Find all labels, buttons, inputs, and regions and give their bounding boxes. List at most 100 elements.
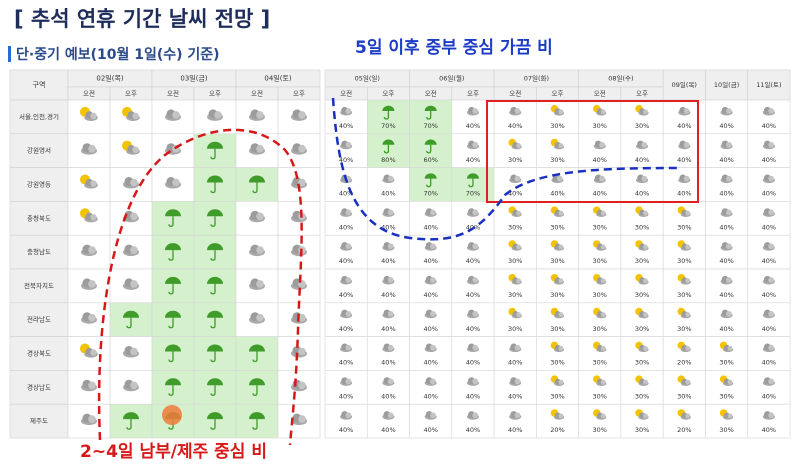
weather-icon: [424, 242, 437, 251]
weather-icon: [635, 341, 649, 353]
weather-icon: [635, 274, 649, 285]
day-label: 10일(금): [714, 80, 739, 89]
weather-icon: [466, 309, 479, 319]
rain-probability: 40%: [466, 325, 480, 333]
weather-icon: [677, 240, 691, 251]
forecast-cell: [578, 370, 622, 405]
cloud-part: [558, 345, 564, 351]
cloud-part: [643, 244, 648, 250]
rain-probability: 40%: [339, 190, 353, 198]
period-label: 오후: [467, 90, 479, 98]
cloud-part: [768, 378, 774, 385]
weather-icon: [165, 109, 181, 121]
rain-probability: 70%: [423, 190, 437, 198]
cloud-part: [516, 143, 522, 148]
weather-icon: [550, 341, 565, 353]
rain-probability: 40%: [466, 257, 480, 265]
period-label: 오후: [382, 90, 394, 98]
rain-probability: 30%: [550, 223, 564, 231]
weather-icon: [677, 341, 691, 353]
rain-probability: 40%: [593, 156, 607, 164]
forecast-cell: [409, 268, 453, 304]
forecast-cell: [536, 268, 579, 304]
umbrella-handle: [210, 351, 216, 363]
rain-probability: 40%: [762, 392, 776, 400]
weather-icon: [207, 243, 223, 261]
forecast-cell: [620, 167, 664, 202]
forecast-cell: [324, 99, 368, 135]
rain-probability: 40%: [762, 156, 776, 164]
weather-icon: [466, 411, 479, 420]
weather-icon: [340, 411, 353, 420]
cloud-part: [430, 412, 436, 419]
forecast-cell: [578, 167, 622, 202]
weather-icon: [424, 309, 437, 319]
umbrella-handle: [210, 182, 216, 194]
period-label: 오전: [83, 89, 95, 98]
day-label: 02일(목): [96, 74, 124, 83]
forecast-cell: [620, 268, 664, 304]
cloud-part: [130, 212, 138, 221]
forecast-cell: [536, 234, 579, 270]
rain-probability: 40%: [423, 223, 437, 231]
cloud-part: [472, 378, 479, 385]
cloud-part: [558, 143, 564, 148]
weather-icon: [635, 409, 649, 420]
weather-icon: [81, 244, 97, 257]
cloud-part: [768, 344, 774, 351]
weather-icon: [207, 310, 223, 329]
weather-icon: [550, 240, 565, 251]
umbrella-handle: [168, 250, 174, 261]
cloud-part: [558, 244, 564, 250]
cloud-part: [725, 175, 732, 182]
weather-icon: [593, 274, 607, 285]
cloud-part: [472, 141, 479, 148]
cloud-part: [256, 111, 264, 119]
weather-icon: [508, 240, 522, 251]
weather-icon: [677, 206, 691, 217]
forecast-cell: [451, 234, 495, 270]
umbrella: [249, 378, 265, 386]
cursor: [162, 405, 182, 425]
forecast-cell: [451, 370, 495, 405]
cloud-part: [768, 141, 774, 148]
period-label: 오후: [636, 90, 648, 98]
rain-probability: 40%: [339, 122, 353, 130]
forecast-cell: [705, 302, 749, 337]
cloud-part: [172, 178, 180, 187]
weather-icon: [123, 278, 139, 290]
umbrella: [123, 310, 139, 318]
period-label: 오전: [509, 89, 521, 98]
weather-icon: [550, 307, 565, 319]
umbrella-handle: [426, 144, 432, 154]
rain-probability: 30%: [508, 325, 522, 333]
weather-icon: [720, 208, 733, 217]
rain-probability: 40%: [423, 291, 437, 299]
weather-icon: [677, 274, 691, 285]
cloud-part: [90, 349, 97, 356]
rain-probability: 40%: [762, 291, 776, 299]
umbrella: [424, 173, 437, 179]
cloud-part: [725, 277, 732, 283]
rain-probability: 30%: [508, 156, 522, 164]
forecast-cell: [662, 201, 706, 236]
cloud-part: [430, 243, 436, 250]
weather-icon: [466, 140, 479, 150]
weather-icon: [466, 377, 479, 386]
region-cell: [9, 133, 69, 168]
forecast-cell: [620, 403, 664, 439]
forecast-cell: [747, 370, 791, 405]
umbrella-handle: [210, 216, 216, 227]
cloud-part: [256, 280, 264, 288]
weather-icon: [720, 275, 733, 285]
cloud-part: [298, 313, 306, 322]
forecast-cell: [747, 336, 791, 371]
rain-probability: 40%: [762, 426, 776, 434]
cloud-part: [685, 379, 691, 385]
cloud-part: [298, 381, 306, 390]
cloud-part: [768, 412, 774, 419]
rain-probability: 40%: [719, 156, 733, 164]
weather-icon: [122, 140, 140, 155]
period-label: 오전: [251, 89, 263, 98]
weather-icon: [340, 377, 353, 386]
